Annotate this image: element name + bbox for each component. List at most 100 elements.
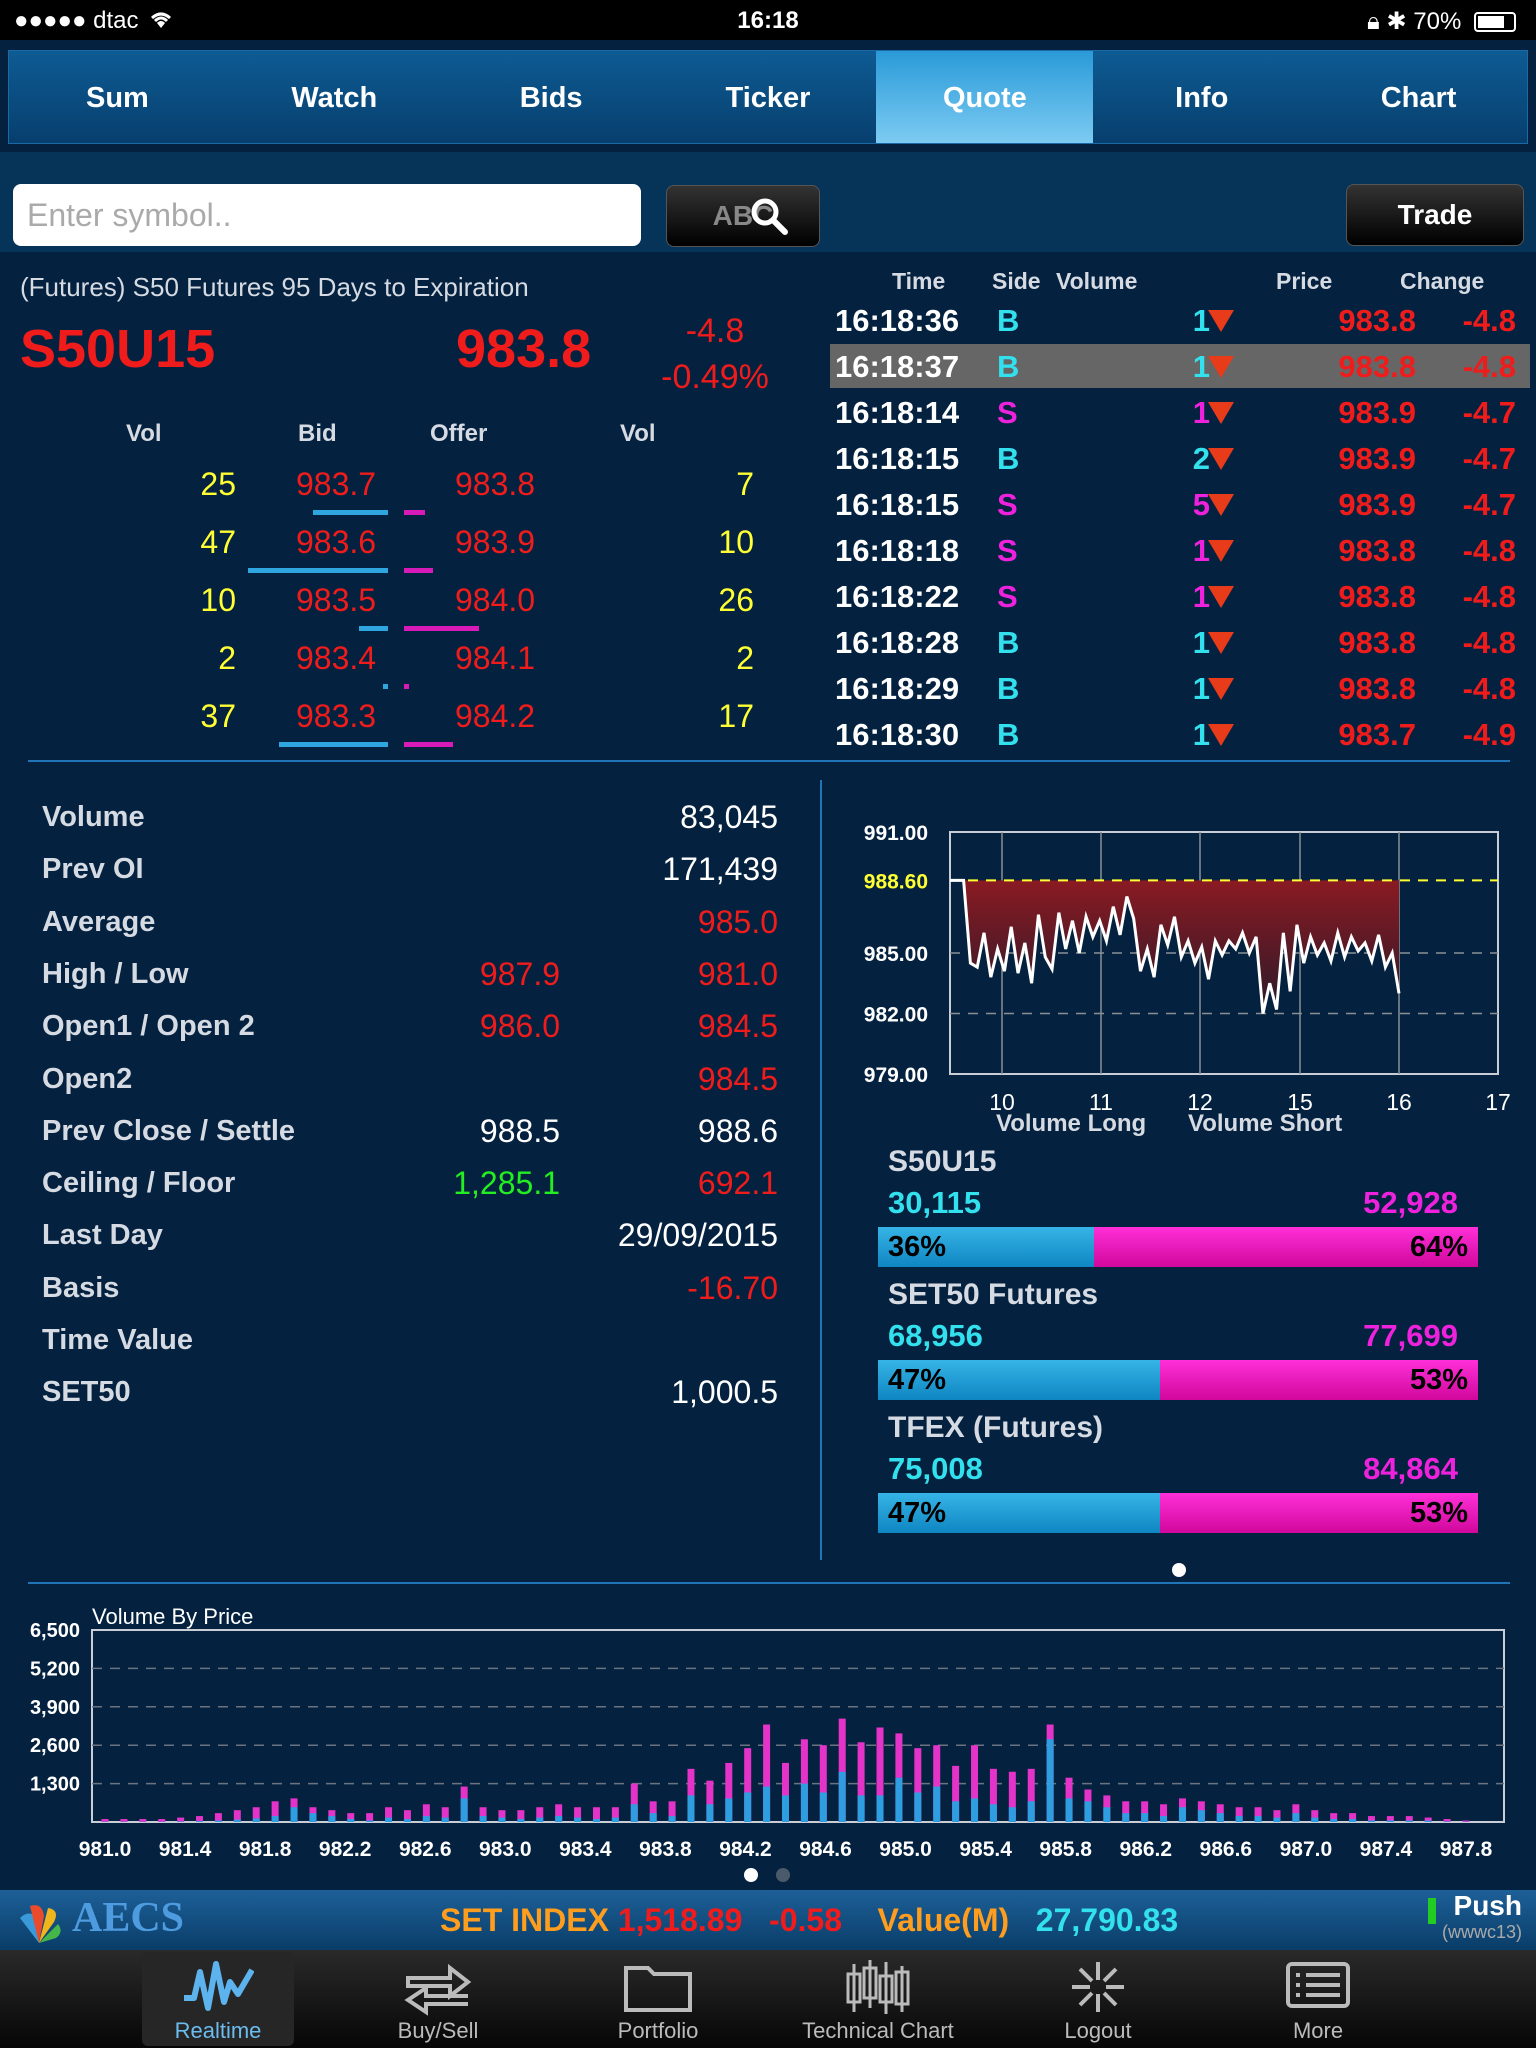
trade-volume: 1	[1192, 671, 1210, 706]
offer-price[interactable]: 984.1	[455, 640, 536, 676]
long-volume-bar	[725, 1798, 733, 1822]
long-volume-bar	[819, 1792, 827, 1822]
trade-time: 16:18:18	[835, 533, 960, 568]
down-arrow-icon	[1208, 724, 1234, 746]
offer-volume: 7	[736, 466, 754, 502]
stat-label-average: Average	[42, 905, 156, 938]
trade-change: -4.8	[1462, 533, 1516, 568]
down-arrow-icon	[1208, 678, 1234, 700]
trade-row[interactable]: 16:18:37 B 1 983.8 -4.8	[830, 344, 1530, 388]
offer-price[interactable]: 983.8	[455, 466, 536, 502]
long-volume-bar	[1046, 1739, 1054, 1822]
trade-row[interactable]: 16:18:18 S 1 983.8 -4.8	[830, 528, 1530, 572]
bottom-tab-buy-sell[interactable]: Buy/Sell	[362, 1952, 514, 2046]
bottom-tab-technical-chart[interactable]: Technical Chart	[802, 1952, 954, 2046]
trade-row[interactable]: 16:18:36 B 1 983.8 -4.8	[830, 298, 1530, 342]
total-volume-bar	[1235, 1807, 1243, 1822]
trade-side: B	[997, 625, 1020, 660]
tab-bids[interactable]: Bids	[519, 82, 583, 114]
trade-volume: 1	[1192, 625, 1210, 660]
short-volume: 77,699	[1363, 1318, 1458, 1353]
long-volume-bar	[177, 1821, 185, 1822]
trade-row[interactable]: 16:18:30 B 1 983.7 -4.9	[830, 712, 1530, 756]
candlestick-icon	[802, 1958, 954, 2016]
long-volume-bar	[1008, 1807, 1016, 1822]
bid-price[interactable]: 983.7	[296, 466, 377, 502]
trade-price: 983.8	[1338, 671, 1416, 706]
trade-side: B	[997, 717, 1020, 752]
offer-price[interactable]: 983.9	[455, 524, 536, 560]
bid-price[interactable]: 983.5	[296, 582, 377, 618]
market-value: 27,790.83	[1035, 1902, 1179, 1938]
trade-row[interactable]: 16:18:22 S 1 983.8 -4.8	[830, 574, 1530, 618]
bid-price[interactable]: 983.4	[296, 640, 377, 676]
long-volume-bar	[876, 1795, 884, 1822]
tab-info[interactable]: Info	[1175, 82, 1229, 114]
stat-value-prev-close: 988.6	[697, 1112, 778, 1149]
offer-volume-bar	[404, 510, 425, 515]
trade-time: 16:18:15	[835, 441, 960, 476]
offer-price[interactable]: 984.0	[455, 582, 536, 618]
trade-change: -4.9	[1462, 717, 1516, 752]
bottom-tab-realtime[interactable]: Realtime	[142, 1952, 294, 2046]
stat-label-set50: SET50	[42, 1376, 131, 1409]
total-volume-bar	[252, 1807, 260, 1822]
trade-row[interactable]: 16:18:29 B 1 983.8 -4.8	[830, 666, 1530, 710]
stat-label-open2: Open2	[42, 1062, 133, 1095]
page-dot-2[interactable]	[776, 1868, 790, 1882]
offer-price[interactable]: 984.2	[455, 698, 536, 734]
long-volume-bar	[1292, 1813, 1300, 1822]
trade-price: 983.8	[1338, 579, 1416, 614]
long-volume-bar	[196, 1821, 204, 1822]
trade-time: 16:18:37	[835, 349, 960, 384]
price-header: Price	[1276, 268, 1333, 294]
bid-price[interactable]: 983.3	[296, 698, 377, 734]
total-volume-bar	[782, 1762, 789, 1822]
total-volume-bar	[744, 1748, 752, 1822]
total-volume-bar	[574, 1807, 582, 1822]
x-tick-label: 983.0	[479, 1838, 532, 1861]
tab-ticker[interactable]: Ticker	[725, 82, 811, 114]
stat-value-high-low: 981.0	[697, 955, 778, 992]
trade-row[interactable]: 16:18:15 B 2 983.9 -4.7	[830, 436, 1530, 480]
total-volume-bar	[1386, 1816, 1394, 1822]
bottom-tab-logout[interactable]: Logout	[1022, 1952, 1174, 2046]
page-indicator-dot[interactable]	[1172, 1563, 1186, 1577]
push-status-icon	[1428, 1898, 1436, 1924]
price-change: -4.8	[685, 312, 745, 350]
bottom-tab-label: Technical Chart	[802, 2018, 954, 2043]
bottom-tab-portfolio[interactable]: Portfolio	[582, 1952, 734, 2046]
stat-value-average: 985.0	[697, 903, 778, 940]
symbol-input[interactable]	[13, 184, 641, 246]
total-volume-bar	[763, 1724, 771, 1822]
y-tick-label: 985.00	[864, 943, 928, 966]
trade-row[interactable]: 16:18:15 S 5 983.9 -4.7	[830, 482, 1530, 526]
total-volume-bar	[1141, 1801, 1149, 1822]
trade-price: 983.9	[1338, 487, 1416, 522]
tab-quote[interactable]: Quote	[876, 51, 1094, 143]
trade-row[interactable]: 16:18:14 S 1 983.9 -4.7	[830, 390, 1530, 434]
long-volume-bar	[1273, 1817, 1281, 1822]
page-dot-1[interactable]	[744, 1868, 758, 1882]
tab-chart[interactable]: Chart	[1380, 82, 1457, 114]
chart-title: Volume By Price	[92, 1604, 253, 1629]
tab-sum[interactable]: Sum	[86, 82, 149, 114]
total-volume-bar	[385, 1807, 393, 1822]
offer-volume: 2	[736, 640, 754, 676]
stat-label-open: Open1 / Open 2	[42, 1010, 255, 1043]
abc-search-button[interactable]: ABC	[666, 185, 820, 247]
long-volume-bar	[1254, 1816, 1262, 1822]
trade-row[interactable]: 16:18:28 B 1 983.8 -4.8	[830, 620, 1530, 664]
sentiment-name: TFEX (Futures)	[888, 1411, 1103, 1444]
tab-watch[interactable]: Watch	[291, 82, 378, 114]
trade-button[interactable]: Trade	[1346, 184, 1524, 246]
long-percent: 36%	[878, 1227, 1094, 1267]
long-volume-bar	[498, 1817, 506, 1822]
bid-price[interactable]: 983.6	[296, 524, 377, 560]
stat-value-open2: 984.5	[697, 1060, 778, 1097]
stat-value-open: 984.5	[697, 1008, 778, 1045]
offer-volume: 26	[718, 582, 754, 618]
stat-label-last-day: Last Day	[42, 1219, 163, 1252]
price-change-percent: -0.49%	[661, 358, 769, 396]
bottom-tab-more[interactable]: More	[1242, 1952, 1394, 2046]
